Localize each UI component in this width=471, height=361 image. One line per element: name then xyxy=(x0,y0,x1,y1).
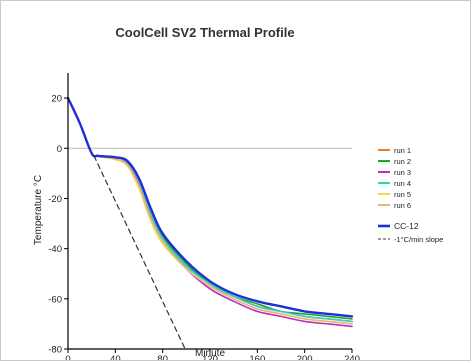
axes-layer xyxy=(67,73,352,350)
series-line-5 xyxy=(67,97,353,325)
legend-label-5: run 5 xyxy=(394,190,411,199)
series-line-8 xyxy=(93,155,186,350)
series-layer xyxy=(66,96,354,350)
y-tick-label: 0 xyxy=(57,144,62,155)
legend-label-4: run 4 xyxy=(394,179,411,188)
x-tick-label: 120 xyxy=(202,354,218,360)
y-tick-label: -80 xyxy=(48,345,62,356)
y-tick-label: -20 xyxy=(48,194,62,205)
legend-label-1: run 1 xyxy=(394,146,411,155)
series-line-3 xyxy=(67,97,353,328)
legend-label-3: run 3 xyxy=(394,168,411,177)
y-tick-label: 20 xyxy=(51,94,62,105)
x-tick-label: 0 xyxy=(65,354,70,360)
x-axis-label: Minute xyxy=(195,348,225,359)
x-tick-label: 80 xyxy=(157,354,168,360)
legend-label-7: CC-12 xyxy=(394,221,419,231)
series-line-7 xyxy=(66,96,354,318)
y-tick-label: -40 xyxy=(48,244,62,255)
x-tick-label: 40 xyxy=(110,354,121,360)
legend: run 1 run 2 run 3 run 4 run 5 run 6 CC-12 -1°C/… xyxy=(378,146,443,244)
y-tick-label: -60 xyxy=(48,294,62,305)
chart-title: CoolCell SV2 Thermal Profile xyxy=(115,25,294,40)
legend-label-6: run 6 xyxy=(394,201,411,210)
x-tick-label: 160 xyxy=(249,354,265,360)
x-tick-label: 200 xyxy=(297,354,313,360)
x-tick-label: 240 xyxy=(344,354,360,360)
legend-label-8: -1°C/min slope xyxy=(394,235,443,244)
series-line-6 xyxy=(67,97,353,325)
y-axis-label: Temperature °C xyxy=(33,175,44,245)
legend-label-2: run 2 xyxy=(394,157,411,166)
